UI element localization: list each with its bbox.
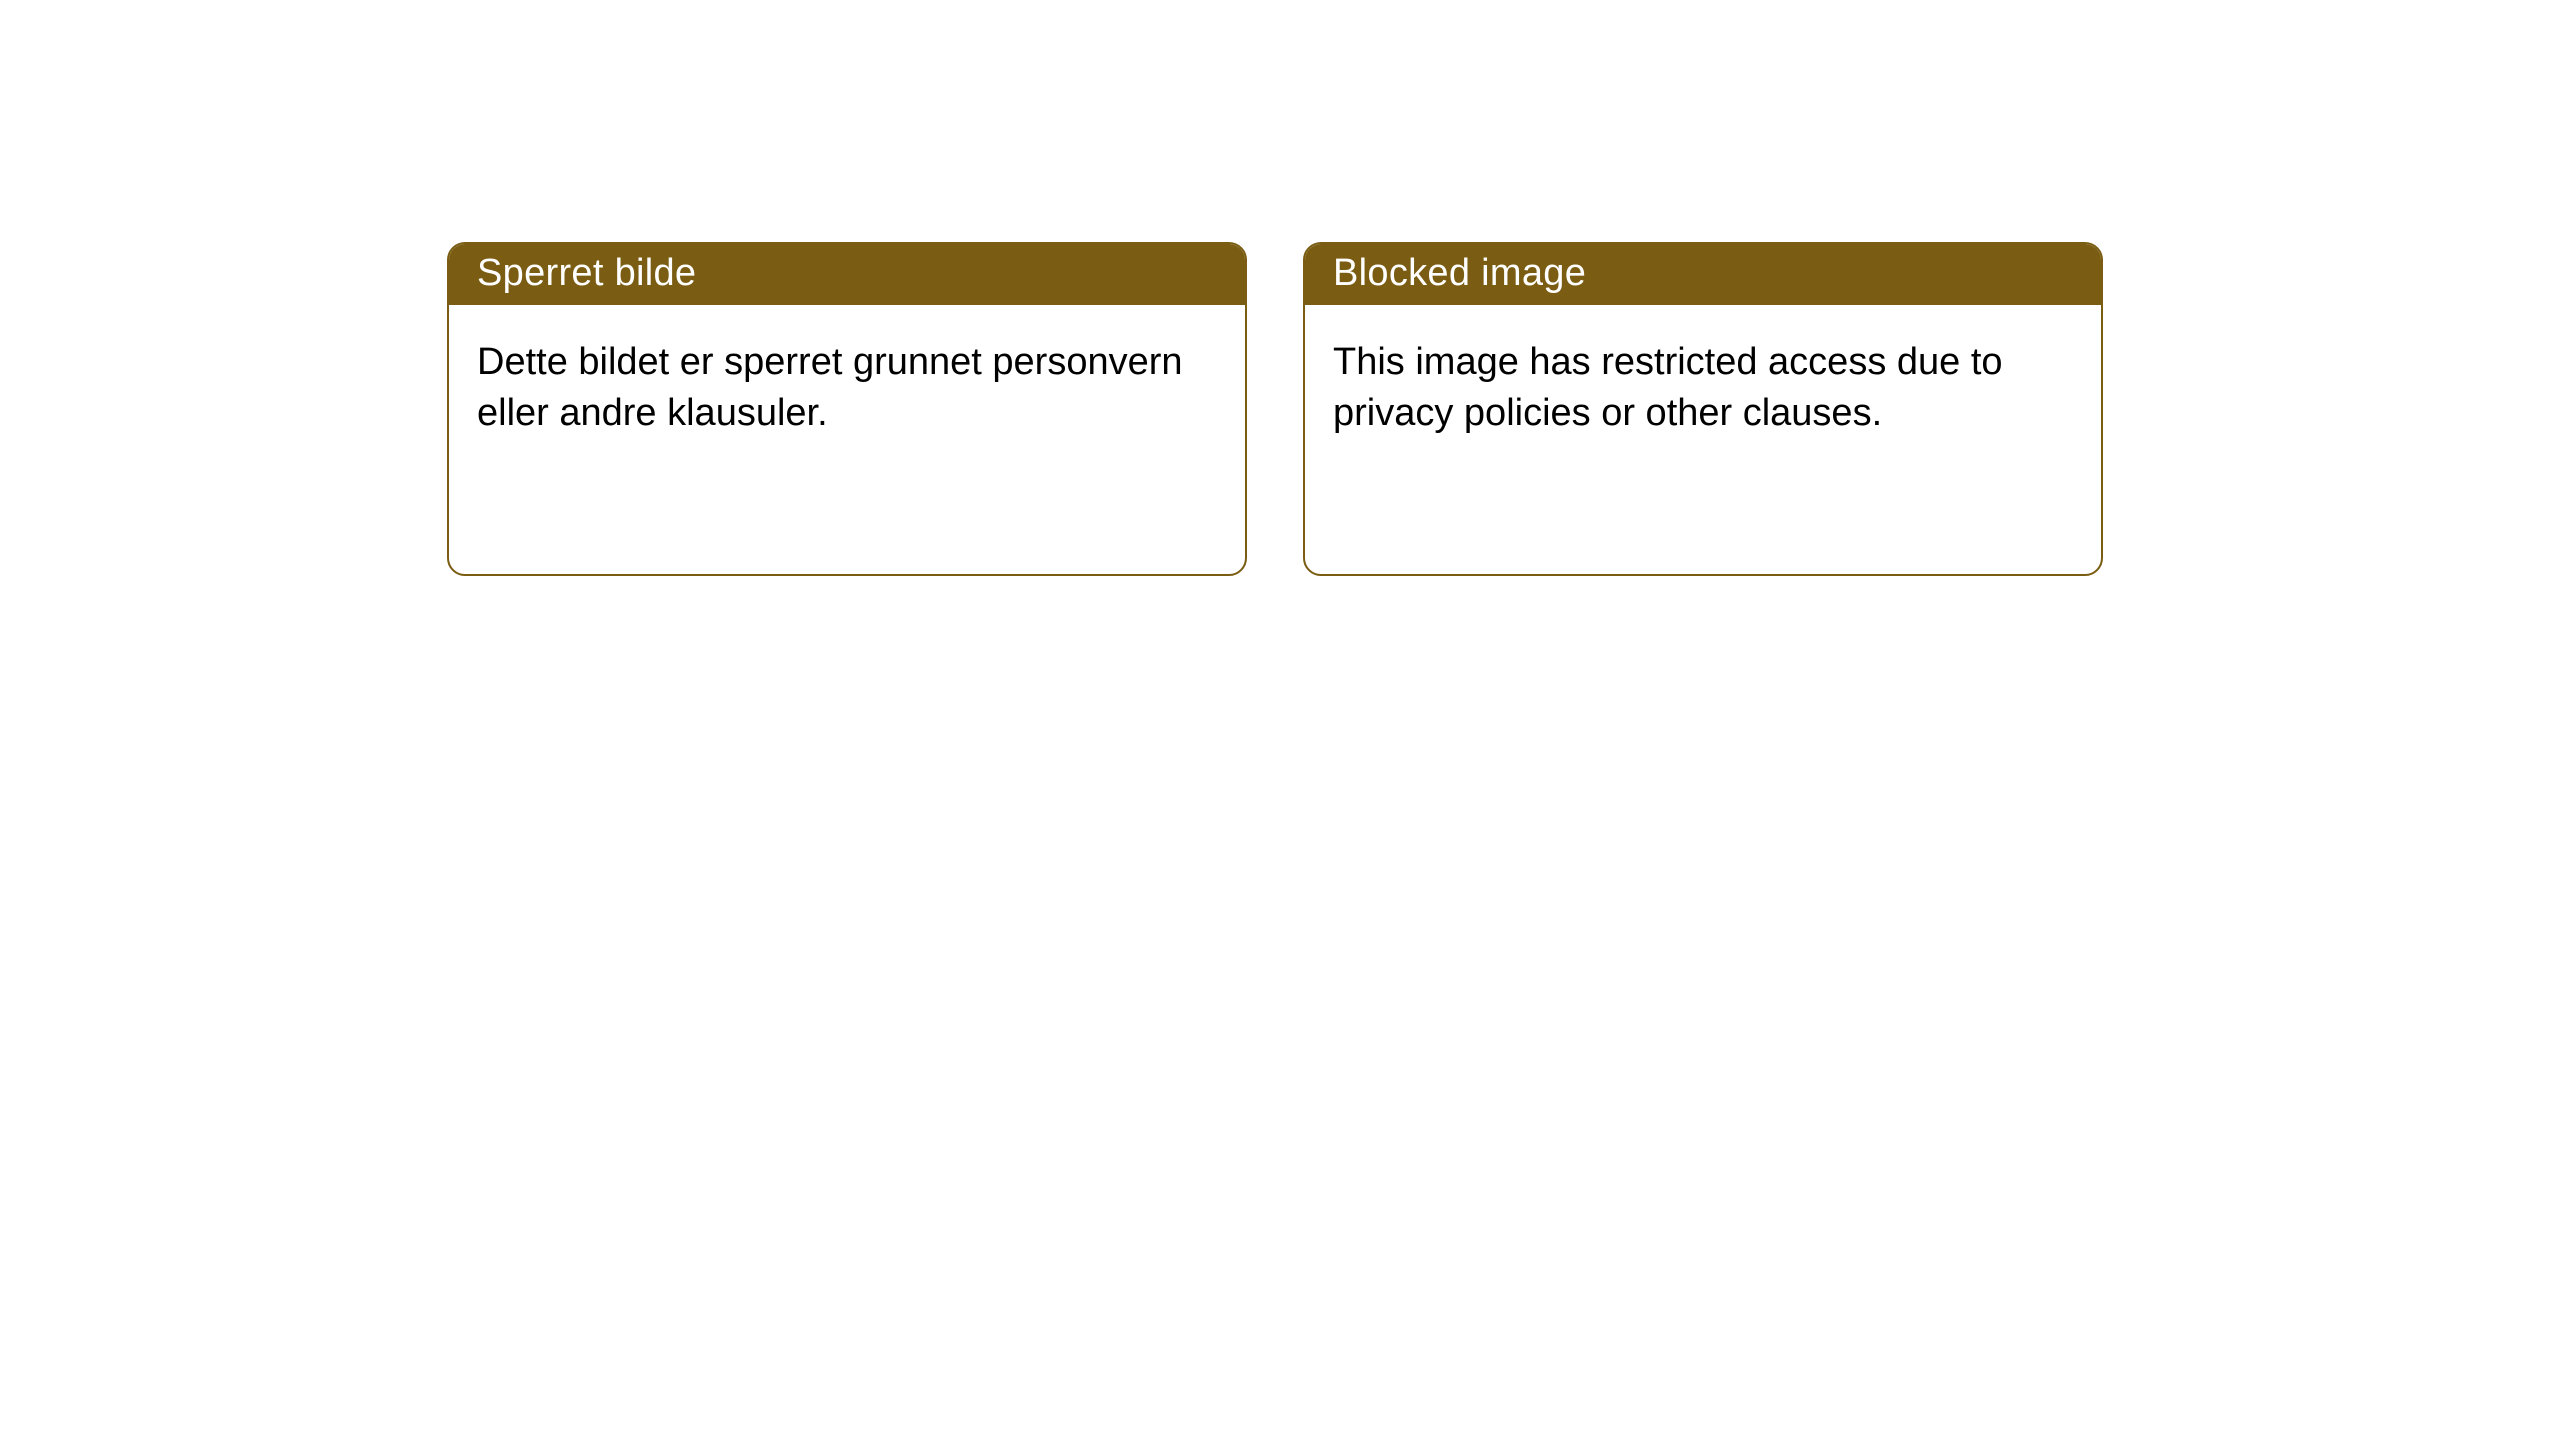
- notice-card-norwegian: Sperret bilde Dette bildet er sperret gr…: [447, 242, 1247, 576]
- notice-card-english: Blocked image This image has restricted …: [1303, 242, 2103, 576]
- notice-body: This image has restricted access due to …: [1305, 305, 2101, 472]
- notice-container: Sperret bilde Dette bildet er sperret gr…: [0, 0, 2560, 576]
- notice-title: Sperret bilde: [449, 244, 1245, 305]
- notice-body: Dette bildet er sperret grunnet personve…: [449, 305, 1245, 472]
- notice-title: Blocked image: [1305, 244, 2101, 305]
